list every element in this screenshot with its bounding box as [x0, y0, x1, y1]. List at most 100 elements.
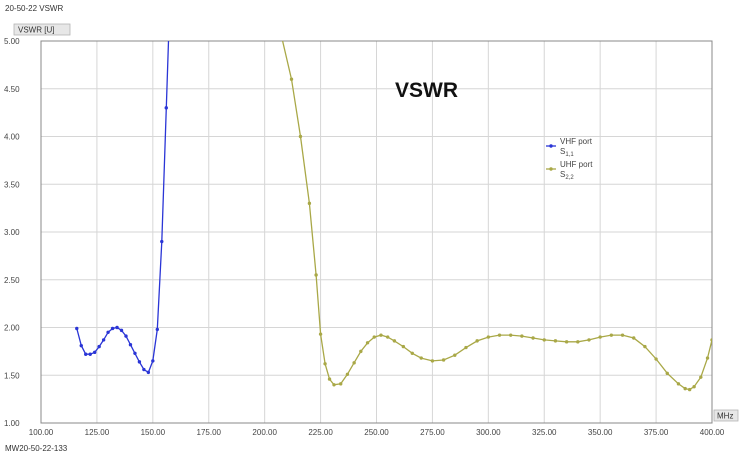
data-point	[587, 338, 591, 342]
data-point	[359, 349, 363, 354]
y-tick-label: 1.00	[4, 419, 20, 428]
x-tick-label: 275.00	[420, 428, 445, 437]
data-point	[79, 343, 83, 348]
data-point	[665, 371, 669, 376]
series-vhf	[75, 41, 170, 375]
y-tick-label: 5.00	[4, 37, 20, 46]
data-point	[352, 361, 356, 365]
y-tick-label: 4.50	[4, 85, 20, 94]
x-tick-label: 400.00	[700, 428, 725, 437]
data-point	[486, 335, 491, 339]
y-tick-label: 3.50	[4, 180, 20, 189]
chart-title: VSWR	[395, 79, 458, 102]
data-point	[401, 344, 406, 349]
data-point	[553, 339, 558, 343]
data-point	[97, 344, 101, 349]
data-point	[497, 333, 502, 337]
data-point	[687, 387, 692, 392]
data-point	[692, 385, 696, 389]
data-point	[520, 334, 524, 338]
data-point	[710, 338, 712, 342]
chart-header-title: 20-50-22 VSWR	[5, 4, 64, 13]
chart-footer-code: MW20-50-22-133	[5, 444, 68, 453]
x-tick-label: 150.00	[141, 428, 166, 437]
data-point	[419, 356, 423, 360]
x-tick-label: 375.00	[644, 428, 669, 437]
data-point	[339, 382, 343, 386]
data-point	[598, 335, 602, 339]
data-point	[654, 357, 658, 361]
x-axis-unit: MHz	[717, 412, 733, 421]
data-point	[632, 336, 636, 340]
data-point	[699, 375, 703, 379]
data-point	[115, 325, 119, 330]
data-point	[106, 330, 110, 334]
y-tick-label: 3.00	[4, 228, 20, 237]
plot-frame: VSWR [U] MHz	[13, 23, 739, 424]
data-point	[101, 338, 106, 342]
plot-border	[40, 40, 713, 424]
legend-param: S1,1	[560, 147, 574, 158]
y-tick-label: 2.50	[4, 276, 20, 285]
data-point	[164, 106, 168, 110]
series-layer	[75, 41, 712, 392]
y-axis-label: VSWR [U]	[18, 26, 54, 35]
x-tick-label: 300.00	[476, 428, 501, 437]
legend-subscript: 1,1	[565, 152, 574, 158]
data-point	[137, 360, 142, 364]
data-point	[385, 335, 390, 339]
data-point	[392, 339, 397, 343]
series-uhf	[281, 41, 712, 392]
data-point	[314, 273, 318, 277]
data-point	[298, 134, 303, 139]
data-point	[609, 333, 614, 337]
data-point	[160, 239, 164, 244]
vswr-chart: VSWR [U] MHz 100.00 125.00 150.00 175.00 200.…	[4, 23, 739, 437]
y-axis-label-box	[13, 23, 71, 36]
x-axis-unit-box	[713, 409, 739, 422]
data-point	[576, 340, 580, 344]
data-point	[464, 345, 468, 350]
data-point	[332, 383, 336, 387]
data-point	[119, 328, 124, 333]
data-point	[453, 353, 457, 357]
legend-label: VHF port	[560, 137, 593, 146]
data-point	[564, 340, 569, 344]
data-point	[146, 370, 151, 375]
data-point	[531, 336, 535, 340]
data-point	[683, 386, 687, 391]
data-point	[345, 372, 350, 376]
legend-swatch-marker	[549, 144, 553, 148]
x-tick-label: 175.00	[197, 428, 222, 437]
data-point	[676, 382, 681, 386]
data-point	[84, 352, 88, 356]
x-tick-label: 225.00	[308, 428, 333, 437]
data-point	[289, 77, 294, 81]
x-tick-label: 250.00	[364, 428, 389, 437]
data-point	[88, 352, 92, 356]
data-point	[620, 333, 625, 337]
data-point	[441, 358, 446, 362]
data-point	[92, 350, 97, 355]
legend-subscript: 2,2	[565, 175, 574, 181]
legend-swatch-marker	[549, 167, 553, 171]
data-point	[155, 327, 160, 332]
data-point	[410, 351, 414, 355]
y-tick-label: 1.50	[4, 371, 20, 380]
tick-labels: 100.00 125.00 150.00 175.00 200.00 225.00 250.…	[4, 37, 725, 437]
x-tick-label: 100.00	[29, 428, 54, 437]
data-point	[75, 326, 79, 331]
data-point	[318, 332, 323, 336]
x-tick-label: 350.00	[588, 428, 613, 437]
series-line	[76, 41, 170, 374]
data-point	[365, 341, 370, 345]
x-tick-label: 200.00	[252, 428, 277, 437]
legend-param: S2,2	[560, 170, 574, 181]
data-point	[128, 342, 133, 347]
x-tick-label: 125.00	[85, 428, 110, 437]
data-point	[323, 362, 327, 366]
data-point	[430, 359, 435, 363]
data-point	[110, 326, 115, 331]
data-point	[509, 333, 513, 337]
